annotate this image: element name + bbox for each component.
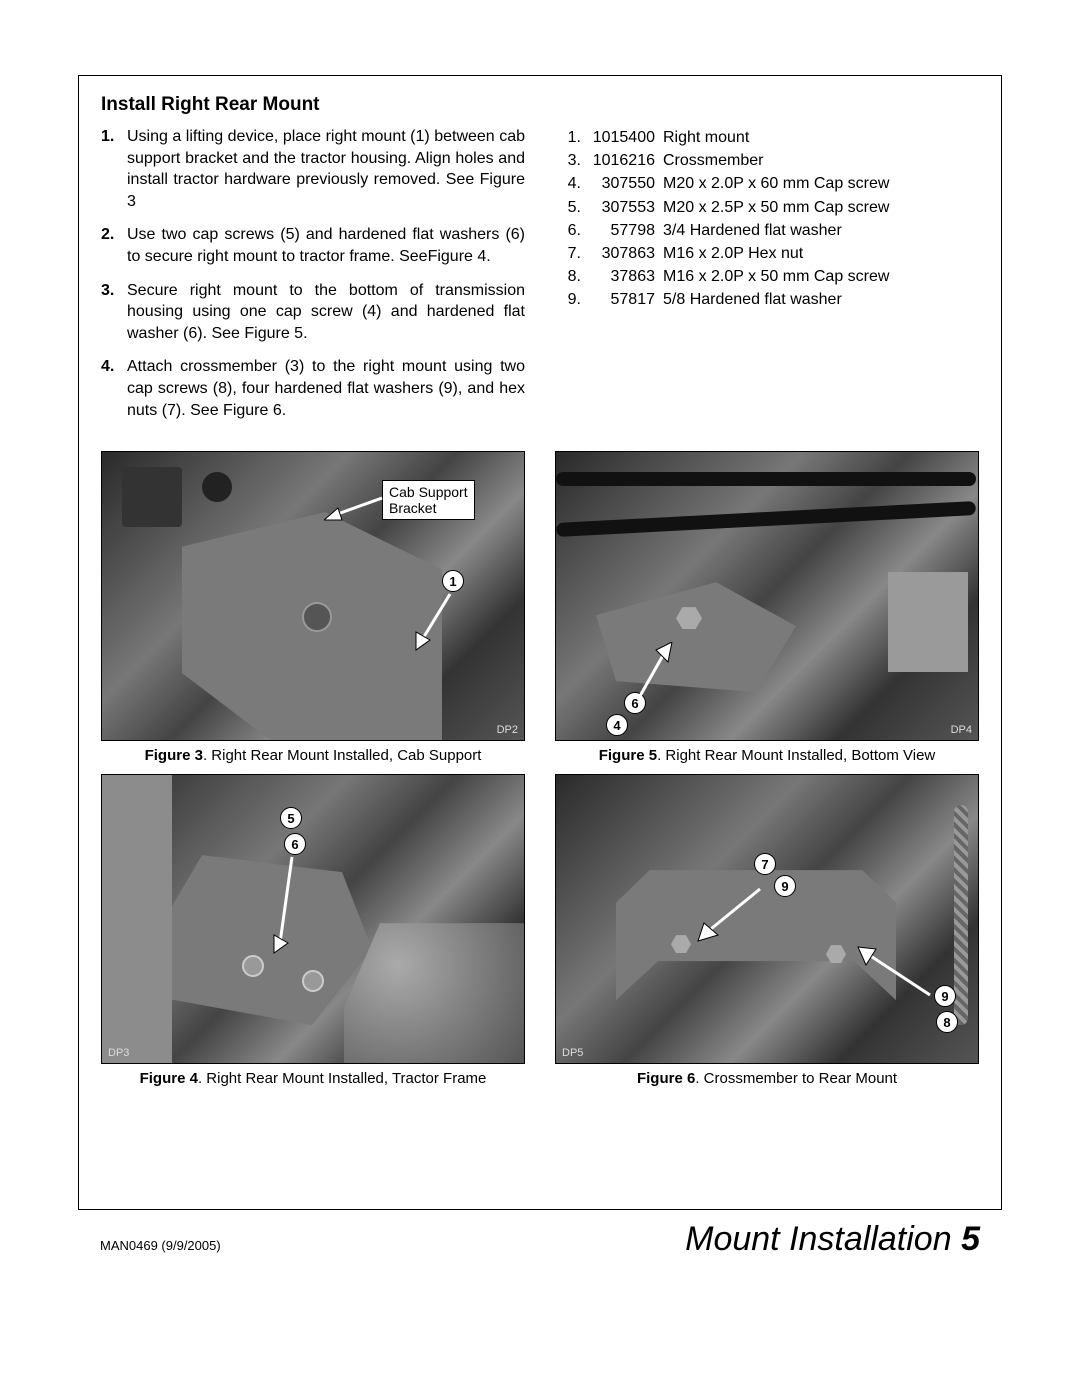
step-number: 4. <box>101 356 127 421</box>
figure-3-image: Cab Support Bracket 1 DP2 <box>101 451 525 741</box>
part-code: 57798 <box>583 219 663 242</box>
dp-label: DP5 <box>562 1047 583 1059</box>
figure-5-image: 6 4 DP4 <box>555 451 979 741</box>
left-column: 1. Using a lifting device, place right m… <box>101 126 525 433</box>
part-desc: M20 x 2.5P x 50 mm Cap screw <box>663 196 979 219</box>
part-desc: 3/4 Hardened flat washer <box>663 219 979 242</box>
page-number: 5 <box>961 1220 980 1258</box>
figure-6-image: 7 9 9 8 DP5 <box>555 774 979 1064</box>
step-text: Use two cap screws (5) and hardened flat… <box>127 224 525 267</box>
part-desc: M16 x 2.0P Hex nut <box>663 242 979 265</box>
step-text: Attach crossmember (3) to the right moun… <box>127 356 525 421</box>
parts-row: 7.307863M16 x 2.0P Hex nut <box>555 242 979 265</box>
parts-row: 3.1016216Crossmember <box>555 149 979 172</box>
parts-list: 1.1015400Right mount 3.1016216Crossmembe… <box>555 126 979 312</box>
callout-circle: 4 <box>606 714 628 736</box>
figure-4-caption: Figure 4. Right Rear Mount Installed, Tr… <box>101 1070 525 1087</box>
part-num: 3. <box>555 149 583 172</box>
part-num: 9. <box>555 288 583 311</box>
step-item: 2. Use two cap screws (5) and hardened f… <box>101 224 525 267</box>
part-num: 4. <box>555 172 583 195</box>
arrow-icon <box>412 592 452 652</box>
part-num: 5. <box>555 196 583 219</box>
callout-label-box: Cab Support Bracket <box>382 480 475 520</box>
step-number: 1. <box>101 126 127 212</box>
part-desc: 5/8 Hardened flat washer <box>663 288 979 311</box>
figure-5: 6 4 DP4 Figure 5. Right Rear Mount Insta… <box>555 451 979 764</box>
callout-circle: 5 <box>280 807 302 829</box>
callout-circle: 8 <box>936 1011 958 1033</box>
parts-row: 6.577983/4 Hardened flat washer <box>555 219 979 242</box>
part-code: 1016216 <box>583 149 663 172</box>
caption-rest: . Right Rear Mount Installed, Tractor Fr… <box>198 1070 486 1087</box>
part-num: 1. <box>555 126 583 149</box>
callout-circle: 1 <box>442 570 464 592</box>
callout-circle: 6 <box>284 833 306 855</box>
figure-4-image: 5 6 DP3 <box>101 774 525 1064</box>
page-title-text: Mount Installation <box>685 1220 952 1258</box>
arrow-icon <box>696 885 766 945</box>
right-column: 1.1015400Right mount 3.1016216Crossmembe… <box>555 126 979 433</box>
part-code: 37863 <box>583 265 663 288</box>
dp-label: DP3 <box>108 1047 129 1059</box>
figure-3-caption: Figure 3. Right Rear Mount Installed, Ca… <box>101 747 525 764</box>
content-columns: 1. Using a lifting device, place right m… <box>101 126 979 433</box>
part-code: 1015400 <box>583 126 663 149</box>
step-text: Using a lifting device, place right moun… <box>127 126 525 212</box>
part-desc: M16 x 2.0P x 50 mm Cap screw <box>663 265 979 288</box>
part-code: 307863 <box>583 242 663 265</box>
dp-label: DP4 <box>951 724 972 736</box>
part-num: 6. <box>555 219 583 242</box>
parts-row: 1.1015400Right mount <box>555 126 979 149</box>
part-num: 8. <box>555 265 583 288</box>
step-number: 3. <box>101 280 127 345</box>
caption-bold: Figure 6 <box>637 1070 695 1087</box>
figure-grid: Cab Support Bracket 1 DP2 Figure 3. Righ… <box>101 451 979 1087</box>
arrow-icon <box>856 945 936 1005</box>
install-steps: 1. Using a lifting device, place right m… <box>101 126 525 421</box>
page-frame: Install Right Rear Mount 1. Using a lift… <box>78 75 1002 1210</box>
caption-bold: Figure 5 <box>599 747 657 764</box>
parts-row: 8.37863M16 x 2.0P x 50 mm Cap screw <box>555 265 979 288</box>
page-title: Mount Installation 5 <box>685 1220 980 1259</box>
parts-row: 5.307553M20 x 2.5P x 50 mm Cap screw <box>555 196 979 219</box>
page-footer: MAN0469 (9/9/2005) Mount Installation 5 <box>78 1202 1002 1262</box>
figure-5-caption: Figure 5. Right Rear Mount Installed, Bo… <box>555 747 979 764</box>
caption-rest: . Right Rear Mount Installed, Bottom Vie… <box>657 747 935 764</box>
figure-6: 7 9 9 8 DP5 Figure 6. Crossmember to Rea… <box>555 774 979 1087</box>
callout-circle: 7 <box>754 853 776 875</box>
caption-rest: . Right Rear Mount Installed, Cab Suppor… <box>203 747 481 764</box>
parts-row: 9.578175/8 Hardened flat washer <box>555 288 979 311</box>
arrow-icon <box>636 642 676 702</box>
caption-bold: Figure 3 <box>145 747 203 764</box>
callout-circle: 9 <box>774 875 796 897</box>
step-item: 3. Secure right mount to the bottom of t… <box>101 280 525 345</box>
arrow-icon <box>272 855 302 955</box>
part-desc: M20 x 2.0P x 60 mm Cap screw <box>663 172 979 195</box>
document-id: MAN0469 (9/9/2005) <box>100 1238 221 1253</box>
part-code: 57817 <box>583 288 663 311</box>
dp-label: DP2 <box>497 724 518 736</box>
step-item: 4. Attach crossmember (3) to the right m… <box>101 356 525 421</box>
callout-label-text: Cab Support Bracket <box>389 484 468 516</box>
part-desc: Right mount <box>663 126 979 149</box>
figure-6-caption: Figure 6. Crossmember to Rear Mount <box>555 1070 979 1087</box>
arrow-icon <box>324 494 384 524</box>
part-code: 307550 <box>583 172 663 195</box>
figure-3: Cab Support Bracket 1 DP2 Figure 3. Righ… <box>101 451 525 764</box>
figure-4: 5 6 DP3 Figure 4. Right Rear Mount Insta… <box>101 774 525 1087</box>
step-text: Secure right mount to the bottom of tran… <box>127 280 525 345</box>
section-title: Install Right Rear Mount <box>101 94 979 116</box>
caption-rest: . Crossmember to Rear Mount <box>695 1070 897 1087</box>
part-code: 307553 <box>583 196 663 219</box>
step-item: 1. Using a lifting device, place right m… <box>101 126 525 212</box>
step-number: 2. <box>101 224 127 267</box>
parts-row: 4.307550M20 x 2.0P x 60 mm Cap screw <box>555 172 979 195</box>
caption-bold: Figure 4 <box>140 1070 198 1087</box>
part-num: 7. <box>555 242 583 265</box>
part-desc: Crossmember <box>663 149 979 172</box>
callout-circle: 9 <box>934 985 956 1007</box>
